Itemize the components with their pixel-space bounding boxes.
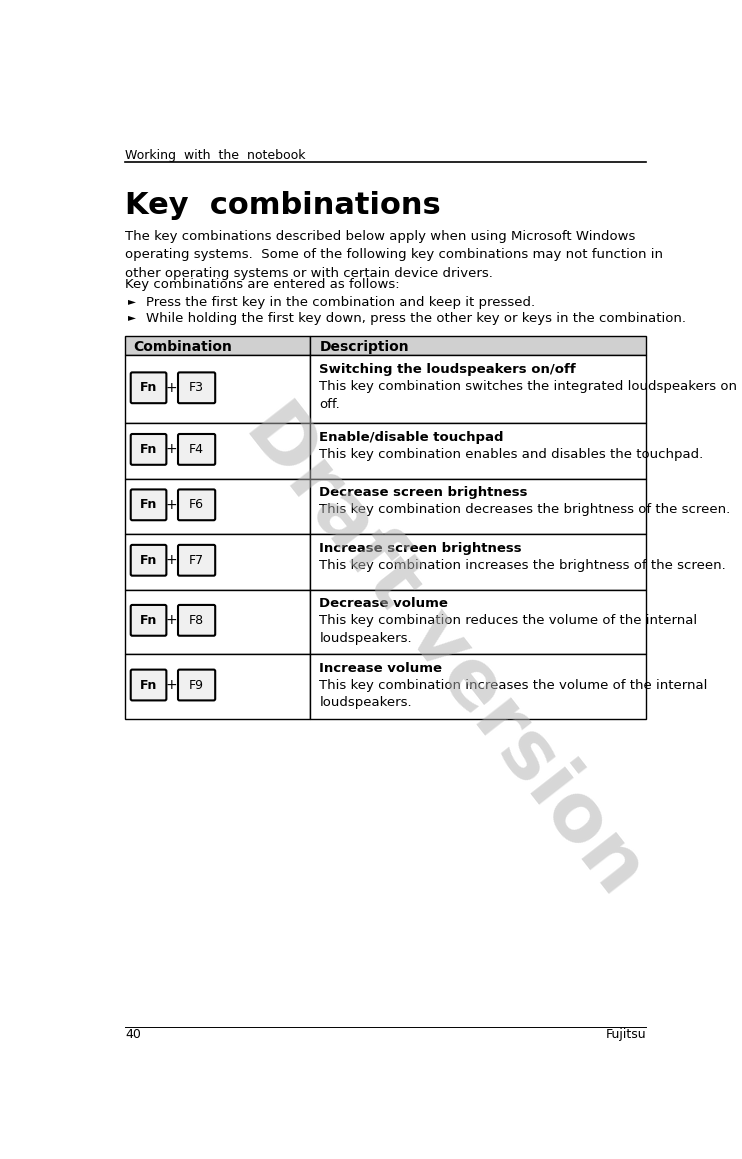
Text: Enable/disable touchpad: Enable/disable touchpad <box>320 431 504 444</box>
Bar <box>125 590 310 654</box>
FancyBboxPatch shape <box>131 372 166 403</box>
Bar <box>125 356 310 423</box>
Text: Decrease volume: Decrease volume <box>320 597 448 611</box>
Text: While holding the first key down, press the other key or keys in the combination: While holding the first key down, press … <box>146 312 686 326</box>
Text: Fn: Fn <box>139 678 157 692</box>
Bar <box>310 479 646 534</box>
Text: Fn: Fn <box>139 614 157 627</box>
Bar <box>310 534 646 590</box>
Text: Key  combinations: Key combinations <box>125 191 441 220</box>
Text: Switching the loudspeakers on/off: Switching the loudspeakers on/off <box>320 363 577 377</box>
Text: This key combination increases the volume of the internal
loudspeakers.: This key combination increases the volum… <box>320 679 708 709</box>
Text: 40: 40 <box>125 1028 141 1041</box>
FancyBboxPatch shape <box>178 433 215 465</box>
Text: Fn: Fn <box>139 443 157 455</box>
Bar <box>125 423 310 479</box>
Text: Working  with  the  notebook: Working with the notebook <box>125 150 306 162</box>
Bar <box>310 590 646 654</box>
Bar <box>125 336 310 356</box>
Text: +: + <box>166 678 177 692</box>
Text: Fujitsu: Fujitsu <box>605 1028 646 1041</box>
Text: Press the first key in the combination and keep it pressed.: Press the first key in the combination a… <box>146 297 535 309</box>
FancyBboxPatch shape <box>178 489 215 520</box>
Bar <box>310 356 646 423</box>
Bar <box>310 654 646 719</box>
FancyBboxPatch shape <box>131 489 166 520</box>
Text: F4: F4 <box>189 443 204 455</box>
FancyBboxPatch shape <box>178 605 215 636</box>
Text: This key combination decreases the brightness of the screen.: This key combination decreases the brigh… <box>320 503 731 516</box>
Text: +: + <box>166 553 177 567</box>
Text: This key combination increases the brightness of the screen.: This key combination increases the brigh… <box>320 559 726 571</box>
Bar <box>310 336 646 356</box>
Text: This key combination enables and disables the touchpad.: This key combination enables and disable… <box>320 447 703 461</box>
Text: +: + <box>166 613 177 627</box>
Text: +: + <box>166 443 177 457</box>
FancyBboxPatch shape <box>131 670 166 700</box>
Text: Decrease screen brightness: Decrease screen brightness <box>320 487 528 500</box>
FancyBboxPatch shape <box>131 433 166 465</box>
Text: ►: ► <box>128 297 136 306</box>
Text: This key combination switches the integrated loudspeakers on and
off.: This key combination switches the integr… <box>320 380 742 410</box>
FancyBboxPatch shape <box>178 372 215 403</box>
FancyBboxPatch shape <box>131 605 166 636</box>
Bar <box>125 534 310 590</box>
FancyBboxPatch shape <box>178 545 215 576</box>
Text: This key combination reduces the volume of the internal
loudspeakers.: This key combination reduces the volume … <box>320 614 697 644</box>
Bar <box>310 423 646 479</box>
Text: Description: Description <box>320 341 409 355</box>
Bar <box>125 654 310 719</box>
Text: F7: F7 <box>189 554 204 567</box>
FancyBboxPatch shape <box>131 545 166 576</box>
Text: The key combinations described below apply when using Microsoft Windows
operatin: The key combinations described below app… <box>125 229 663 280</box>
Text: F6: F6 <box>189 498 204 511</box>
Text: Increase screen brightness: Increase screen brightness <box>320 541 522 555</box>
Text: +: + <box>166 381 177 395</box>
Text: Fn: Fn <box>139 554 157 567</box>
Text: Increase volume: Increase volume <box>320 662 442 675</box>
Text: F3: F3 <box>189 381 204 394</box>
Text: Draft version: Draft version <box>231 389 660 909</box>
Bar <box>125 479 310 534</box>
Text: Fn: Fn <box>139 498 157 511</box>
Text: F8: F8 <box>189 614 204 627</box>
Text: Fn: Fn <box>139 381 157 394</box>
Text: +: + <box>166 498 177 512</box>
Text: Combination: Combination <box>133 341 232 355</box>
FancyBboxPatch shape <box>178 670 215 700</box>
Text: Key combinations are entered as follows:: Key combinations are entered as follows: <box>125 278 400 291</box>
Text: F9: F9 <box>189 678 204 692</box>
Text: ►: ► <box>128 312 136 322</box>
